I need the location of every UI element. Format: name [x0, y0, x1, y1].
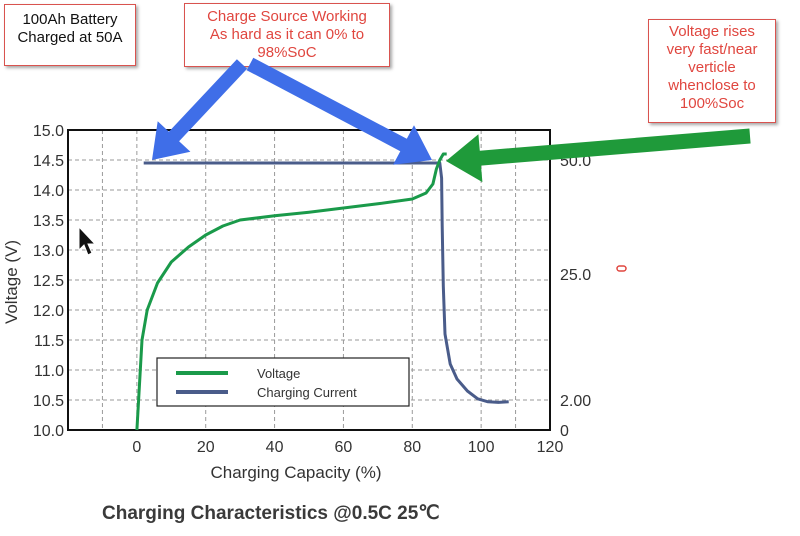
- callout-line: 100%Soc: [679, 95, 745, 112]
- x-tick-label: 120: [537, 439, 564, 456]
- right-axis-tick-label: 2.00: [560, 393, 591, 410]
- y-axis-label: Voltage (V): [2, 240, 21, 324]
- callout-line: verticle: [688, 59, 736, 76]
- right-axis-tick-label: 25.0: [560, 267, 591, 284]
- y-tick-label: 10.5: [33, 393, 64, 410]
- plot-frame: [67, 129, 551, 431]
- chart-caption: Charging Characteristics @0.5C 25℃: [102, 503, 440, 524]
- arrow-to-end-icon: [246, 57, 432, 165]
- marker-dot: [616, 265, 627, 272]
- callout-line: As hard as it can 0% to: [209, 26, 365, 43]
- y-tick-label: 14.0: [33, 183, 64, 200]
- y-tick-label: 14.5: [33, 153, 64, 170]
- arrow-to-voltage-rise-icon: [446, 128, 751, 183]
- y-tick-label: 11.5: [34, 333, 64, 350]
- annotation-arrows: [152, 57, 751, 183]
- callout-line: Charge Source Working: [207, 8, 367, 25]
- y-tick-label: 13.5: [33, 213, 64, 230]
- legend-box: [156, 357, 410, 407]
- battery-callout: 100Ah Battery Charged at 50A: [4, 4, 136, 66]
- legend: Voltage Charging Current: [156, 357, 410, 407]
- mouse-cursor-icon: [78, 226, 97, 256]
- charge-source-callout: Charge Source Working As hard as it can …: [184, 3, 390, 67]
- x-tick-label: 100: [468, 439, 495, 456]
- voltage-line: [135, 152, 447, 431]
- callout-line: Voltage rises: [669, 23, 755, 40]
- callout-line: 100Ah Battery: [22, 11, 118, 28]
- series-lines: [135, 152, 509, 431]
- right-axis-tick-label: 0: [560, 423, 569, 440]
- arrow-to-start-icon: [152, 59, 248, 161]
- legend-label: Voltage: [257, 366, 300, 381]
- x-tick-label: 20: [197, 439, 215, 456]
- y-tick-label: 12.5: [33, 273, 64, 290]
- callout-line: whenclose to: [668, 77, 756, 94]
- y-tick-label: 15.0: [33, 123, 64, 140]
- legend-label: Charging Current: [257, 385, 357, 400]
- x-tick-label: 0: [132, 439, 141, 456]
- charging-current-line: [143, 161, 509, 404]
- callout-line: 98%SoC: [257, 44, 317, 61]
- callout-line: very fast/near: [666, 41, 758, 58]
- x-axis-label: Charging Capacity (%): [210, 463, 381, 482]
- y-tick-label: 11.0: [34, 363, 64, 380]
- x-tick-label: 80: [403, 439, 421, 456]
- y-tick-label: 12.0: [33, 303, 64, 320]
- x-tick-label: 40: [266, 439, 284, 456]
- voltage-rise-callout: Voltage rises very fast/near verticle wh…: [648, 19, 776, 123]
- y-tick-label: 13.0: [33, 243, 64, 260]
- y-tick-label: 10.0: [33, 423, 64, 440]
- callout-line: Charged at 50A: [17, 29, 123, 46]
- x-tick-label: 60: [335, 439, 353, 456]
